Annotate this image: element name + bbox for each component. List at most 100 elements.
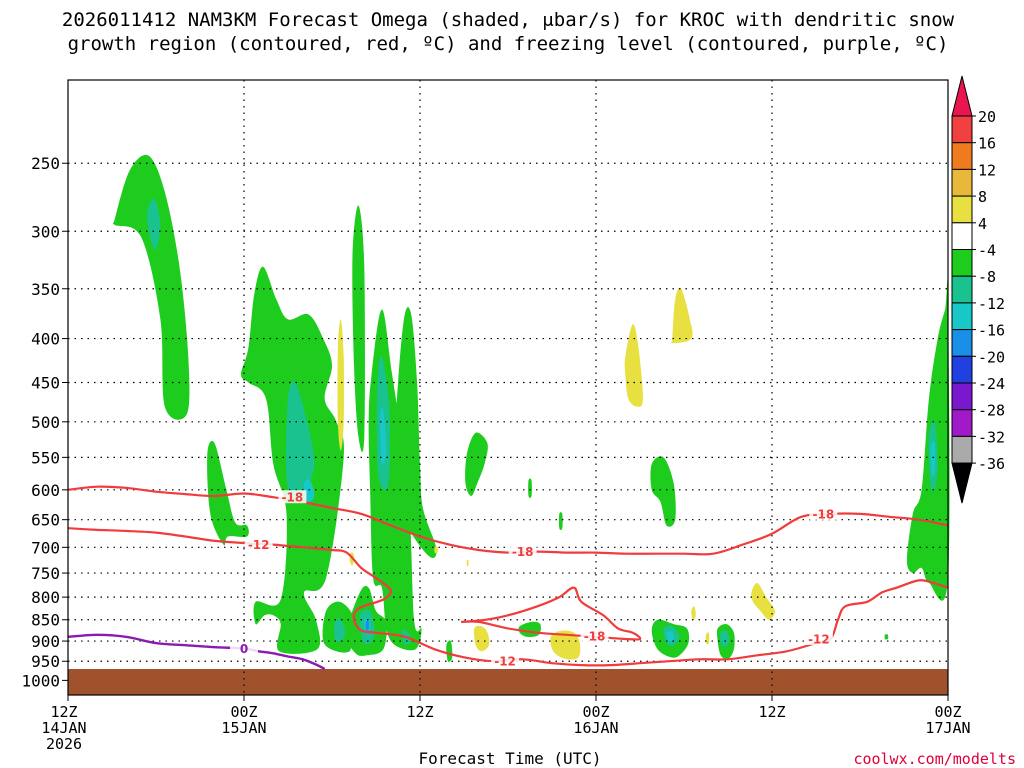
dgz-contour-label: -18 xyxy=(584,630,606,644)
colorbar-label: 20 xyxy=(978,108,996,126)
omega-region xyxy=(720,630,730,648)
omega-region xyxy=(650,456,676,527)
omega-region xyxy=(550,630,581,660)
credit-text: coolwx.com/modelts xyxy=(853,750,1016,768)
y-tick-label: 400 xyxy=(31,330,60,349)
plot-area: -18 -12 -18 -18 -18 -12 -12 0 xyxy=(67,80,950,695)
dgz-contour-label: -12 xyxy=(248,538,270,552)
x-tick-label: 12Z xyxy=(50,703,77,721)
dgz-contour-label-background xyxy=(508,544,537,558)
colorbar-label: -8 xyxy=(978,268,996,286)
colorbar-swatch xyxy=(951,222,973,251)
colorbar-label: -32 xyxy=(978,428,1005,446)
dgz-contour-label: -12 xyxy=(808,632,830,646)
x-tick-label: 16JAN xyxy=(573,719,618,737)
omega-region xyxy=(334,618,346,642)
x-tick-label: 12Z xyxy=(406,703,433,721)
omega-region xyxy=(446,640,453,662)
omega-region xyxy=(395,307,437,558)
omega-region xyxy=(558,512,563,530)
x-tick-label: 17JAN xyxy=(925,719,970,737)
x-axis-label: Forecast Time (UTC) xyxy=(418,749,601,768)
colorbar-swatch xyxy=(951,168,973,197)
colorbar-top-arrow xyxy=(951,75,973,117)
omega-region xyxy=(112,154,190,420)
chart-title-line-1: 2026011412 NAM3KM Forecast Omega (shaded… xyxy=(62,9,955,31)
dgz-contour-label-background xyxy=(491,654,520,668)
colorbar-label: 16 xyxy=(978,135,996,153)
omega-region xyxy=(518,621,541,638)
colorbar-swatch xyxy=(951,409,973,437)
y-tick-label: 950 xyxy=(31,652,60,671)
x-tick-label: 00Z xyxy=(230,703,257,721)
dgz-contour-label-background xyxy=(804,631,833,645)
dgz-contour-line xyxy=(461,586,642,641)
x-tick-label: 12Z xyxy=(758,703,785,721)
x-tick-label: 15JAN xyxy=(221,719,266,737)
y-tick-label: 250 xyxy=(31,154,60,173)
colorbar-swatch xyxy=(951,142,973,170)
colorbar-swatch xyxy=(951,195,973,224)
omega-region xyxy=(352,205,365,453)
colorbar-swatch xyxy=(951,355,973,384)
y-tick-label: 500 xyxy=(31,413,60,432)
chart-title-line-2: growth region (contoured, red, ºC) and f… xyxy=(68,33,949,55)
colorbar-bottom-arrow xyxy=(951,462,973,504)
omega-region xyxy=(624,324,643,407)
dgz-contour-label: -18 xyxy=(812,507,834,521)
omega-region xyxy=(751,582,775,620)
colorbar-swatch xyxy=(951,329,973,357)
y-tick-label: 350 xyxy=(31,280,60,299)
dgz-contour-label-background xyxy=(809,506,838,520)
colorbar-label: 8 xyxy=(978,188,987,206)
omega-region xyxy=(365,620,370,632)
colorbar-label: 12 xyxy=(978,161,996,179)
y-tick-label: 800 xyxy=(31,588,60,607)
colorbar-label: -24 xyxy=(978,375,1005,393)
omega-region xyxy=(705,632,710,645)
omega-region xyxy=(337,319,345,451)
colorbar-swatch xyxy=(951,115,973,144)
colorbar-label: -4 xyxy=(978,242,996,260)
dgz-contour-line xyxy=(67,485,949,556)
dgz-contour-label: -12 xyxy=(494,655,516,669)
dgz-contour-label-background xyxy=(278,490,307,504)
colorbar-swatch xyxy=(951,382,973,411)
omega-region xyxy=(691,606,696,620)
omega-region xyxy=(930,441,936,476)
dgz-contour-line xyxy=(67,527,949,667)
freezing-level-label: 0 xyxy=(240,642,248,656)
x-tick-label: 2026 xyxy=(46,735,82,753)
freezing-level-label-background xyxy=(230,641,258,655)
y-tick-label: 750 xyxy=(31,564,60,583)
omega-region xyxy=(884,634,889,640)
dgz-contour-label: -18 xyxy=(512,545,534,559)
plot-frame xyxy=(67,79,949,696)
axes: 250 300 350 400 450 500 550 600 650 700 750 800 850 9… xyxy=(21,79,971,753)
colorbar-swatch xyxy=(951,275,973,304)
omega-region xyxy=(466,559,469,567)
dgz-contour-label-background xyxy=(244,537,273,551)
colorbar-label: -16 xyxy=(978,322,1005,340)
dgz-contour-label: -18 xyxy=(282,491,304,505)
y-tick-label: 700 xyxy=(31,538,60,557)
terrain-surface xyxy=(68,669,948,695)
omega-region xyxy=(666,631,674,642)
colorbar-swatch xyxy=(951,435,973,464)
colorbar-swatch xyxy=(951,302,973,331)
omega-region xyxy=(670,287,693,344)
y-tick-label: 450 xyxy=(31,374,60,393)
y-tick-label: 1000 xyxy=(21,671,60,690)
y-tick-label: 650 xyxy=(31,511,60,530)
x-tick-label: 14JAN xyxy=(41,719,86,737)
omega-region xyxy=(528,478,532,498)
omega-region xyxy=(380,407,387,465)
omega-region xyxy=(434,546,438,554)
omega-region xyxy=(465,432,488,496)
omega-region xyxy=(906,280,950,601)
colorbar-label: -28 xyxy=(978,402,1005,420)
y-tick-label: 600 xyxy=(31,481,60,500)
colorbar-swatch xyxy=(951,249,973,277)
y-tick-label: 300 xyxy=(31,222,60,241)
